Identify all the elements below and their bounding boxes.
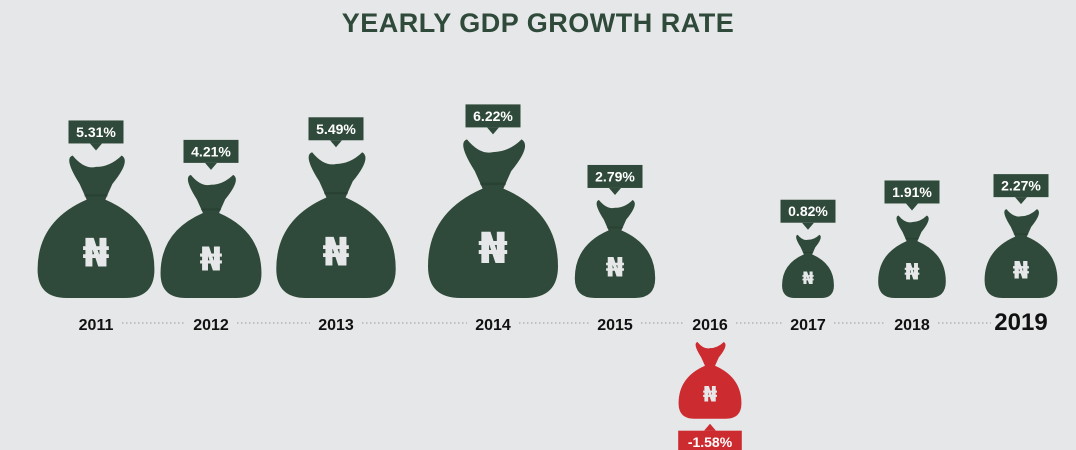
money-bag-2015: ₦ 2.79%: [574, 164, 656, 298]
value-label: 0.82%: [788, 203, 828, 219]
value-label-pointer: [704, 423, 716, 431]
value-label-box: [993, 174, 1049, 198]
year-label: 2015: [597, 317, 633, 334]
year-label: 2012: [193, 317, 229, 334]
value-label: 2.79%: [595, 168, 635, 184]
naira-icon: ₦: [802, 269, 814, 289]
naira-icon: ₦: [606, 252, 625, 283]
money-bag-2018: ₦ 1.91%: [878, 180, 946, 298]
naira-icon: ₦: [82, 231, 109, 276]
value-label-pointer: [802, 222, 814, 230]
year-label: 2018: [894, 317, 930, 334]
year-label: 2014: [475, 317, 511, 334]
value-label-pointer: [906, 203, 918, 211]
naira-icon: ₦: [322, 231, 349, 276]
value-label: 1.91%: [892, 184, 932, 200]
value-label-box: [884, 180, 940, 204]
value-label: 5.49%: [316, 121, 356, 137]
value-label: 4.21%: [191, 143, 231, 159]
chart-title: YEARLY GDP GROWTH RATE: [341, 8, 735, 38]
money-bag-body: [678, 342, 742, 419]
money-bag-body: [574, 199, 656, 298]
value-label-box: [780, 199, 836, 223]
naira-icon: ₦: [200, 240, 223, 279]
value-label-box: [587, 164, 643, 188]
money-bag-body: [276, 152, 396, 298]
money-bag-2012: ₦ 4.21%: [160, 139, 262, 298]
money-bag-2016: ₦ -1.58%: [678, 342, 742, 450]
value-label-pointer: [487, 127, 499, 135]
naira-icon: ₦: [478, 224, 508, 274]
money-bag-2019: ₦ 2.27%: [984, 174, 1058, 298]
value-label-pointer: [1015, 197, 1027, 205]
naira-icon: ₦: [904, 261, 919, 286]
money-bag-2017: ₦ 0.82%: [780, 199, 836, 298]
year-label: 2019: [994, 309, 1047, 336]
money-bag-body: [878, 215, 946, 298]
value-label-box: [183, 139, 239, 163]
year-label: 2017: [790, 317, 826, 334]
money-bag-body: [37, 155, 155, 298]
year-label: 2013: [318, 317, 354, 334]
naira-icon: ₦: [1013, 256, 1030, 284]
value-label-pointer: [330, 140, 342, 148]
value-label-pointer: [90, 143, 102, 151]
value-label-box: [68, 120, 124, 144]
money-bag-2013: ₦ 5.49%: [276, 117, 396, 298]
value-label: -1.58%: [688, 434, 733, 450]
value-label-box: [465, 104, 521, 128]
money-bag-body: [782, 234, 834, 298]
value-label: 6.22%: [473, 108, 513, 124]
value-label-pointer: [205, 162, 217, 170]
money-bag-2011: ₦ 5.31%: [37, 120, 155, 298]
value-label: 5.31%: [76, 124, 116, 140]
money-bag-2014: ₦ 6.22%: [428, 104, 558, 298]
year-label: 2011: [79, 317, 114, 334]
money-bag-body: [160, 174, 262, 298]
money-bag-body: [428, 139, 558, 298]
value-label-box: [308, 117, 364, 141]
money-bag-body: [984, 209, 1058, 298]
naira-icon: ₦: [703, 383, 718, 407]
year-label: 2016: [692, 317, 728, 334]
value-label-box: [678, 430, 742, 450]
value-label: 2.27%: [1001, 178, 1041, 194]
value-label-pointer: [609, 187, 621, 195]
